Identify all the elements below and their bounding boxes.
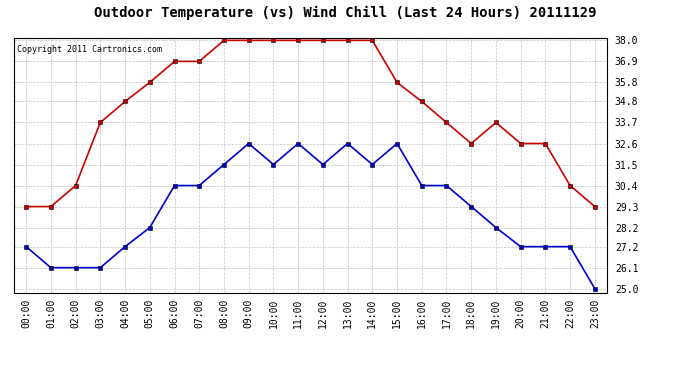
Text: Copyright 2011 Cartronics.com: Copyright 2011 Cartronics.com — [17, 45, 161, 54]
Text: Outdoor Temperature (vs) Wind Chill (Last 24 Hours) 20111129: Outdoor Temperature (vs) Wind Chill (Las… — [94, 6, 596, 20]
